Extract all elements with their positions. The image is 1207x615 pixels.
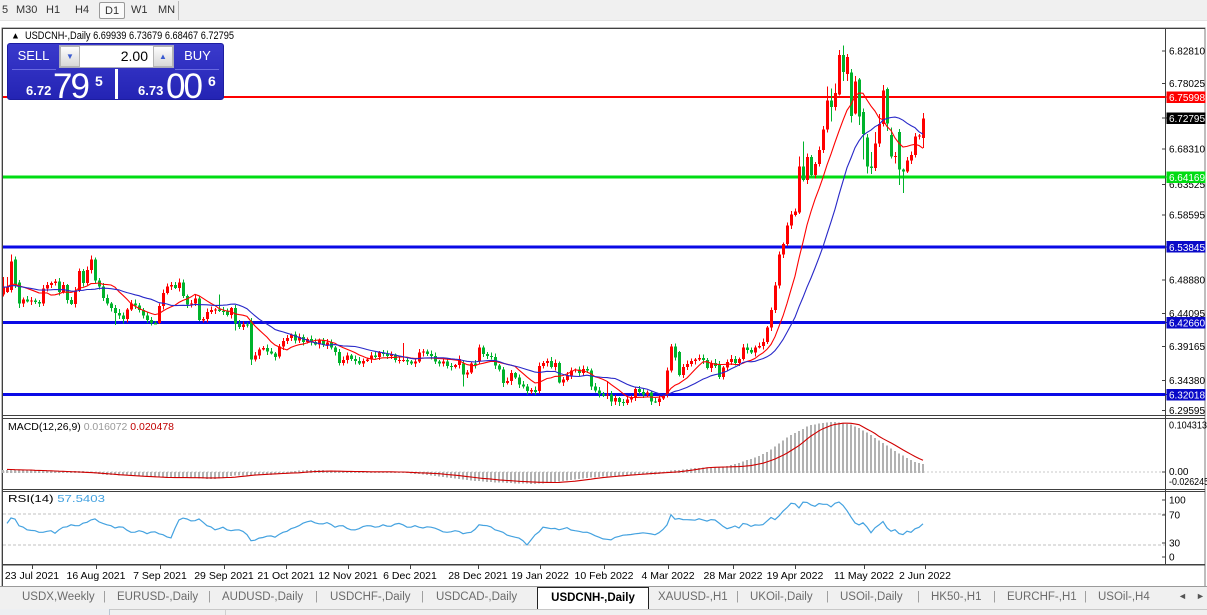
- svg-text:12 Nov 2021: 12 Nov 2021: [318, 570, 378, 582]
- svg-text:6.44095: 6.44095: [1169, 309, 1205, 320]
- svg-text:0.104313: 0.104313: [1169, 420, 1207, 431]
- svg-text:6.63525: 6.63525: [1169, 180, 1205, 191]
- svg-text:7 Sep 2021: 7 Sep 2021: [133, 570, 187, 582]
- svg-text:6.82810: 6.82810: [1169, 46, 1205, 57]
- svg-text:6.42660: 6.42660: [1169, 319, 1205, 330]
- svg-text:6.64169: 6.64169: [1169, 173, 1205, 184]
- svg-text:6.29595: 6.29595: [1169, 406, 1205, 417]
- svg-text:11 May 2022: 11 May 2022: [834, 570, 894, 582]
- svg-text:28 Mar 2022: 28 Mar 2022: [704, 570, 763, 582]
- svg-text:6.39165: 6.39165: [1169, 342, 1205, 353]
- svg-text:19 Jan 2022: 19 Jan 2022: [511, 570, 569, 582]
- svg-text:▲: ▲: [11, 31, 20, 41]
- svg-text:70: 70: [1169, 510, 1181, 521]
- svg-text:2 Jun 2022: 2 Jun 2022: [899, 570, 951, 582]
- svg-text:16 Aug 2021: 16 Aug 2021: [67, 570, 126, 582]
- svg-text:6 Dec 2021: 6 Dec 2021: [383, 570, 437, 582]
- svg-text:MACD(12,26,9) 0.016072 0.02047: MACD(12,26,9) 0.016072 0.020478: [8, 421, 174, 433]
- svg-text:RSI(14) 57.5403: RSI(14) 57.5403: [8, 493, 105, 505]
- svg-text:6.34380: 6.34380: [1169, 376, 1205, 387]
- svg-text:6.32018: 6.32018: [1169, 391, 1205, 402]
- svg-text:0.00: 0.00: [1169, 467, 1189, 478]
- svg-text:21 Oct 2021: 21 Oct 2021: [257, 570, 314, 582]
- svg-text:4 Mar 2022: 4 Mar 2022: [641, 570, 694, 582]
- svg-text:28 Dec 2021: 28 Dec 2021: [448, 570, 508, 582]
- svg-text:29 Sep 2021: 29 Sep 2021: [194, 570, 254, 582]
- svg-text:10 Feb 2022: 10 Feb 2022: [575, 570, 634, 582]
- svg-text:USDCNH-,Daily 6.69939 6.73679: USDCNH-,Daily 6.69939 6.73679 6.68467 6.…: [25, 30, 234, 42]
- svg-text:-0.026245: -0.026245: [1169, 477, 1207, 488]
- svg-text:6.72795: 6.72795: [1169, 114, 1205, 125]
- svg-text:23 Jul 2021: 23 Jul 2021: [5, 570, 59, 582]
- svg-text:30: 30: [1169, 539, 1181, 550]
- svg-text:19 Apr 2022: 19 Apr 2022: [767, 570, 824, 582]
- svg-text:0: 0: [1169, 553, 1175, 564]
- svg-text:6.58595: 6.58595: [1169, 211, 1205, 222]
- svg-text:6.68310: 6.68310: [1169, 145, 1205, 156]
- svg-text:6.78025: 6.78025: [1169, 79, 1205, 90]
- svg-text:100: 100: [1169, 495, 1186, 506]
- svg-text:6.75998: 6.75998: [1169, 93, 1205, 104]
- svg-text:6.48880: 6.48880: [1169, 276, 1205, 287]
- svg-text:6.53845: 6.53845: [1169, 243, 1205, 254]
